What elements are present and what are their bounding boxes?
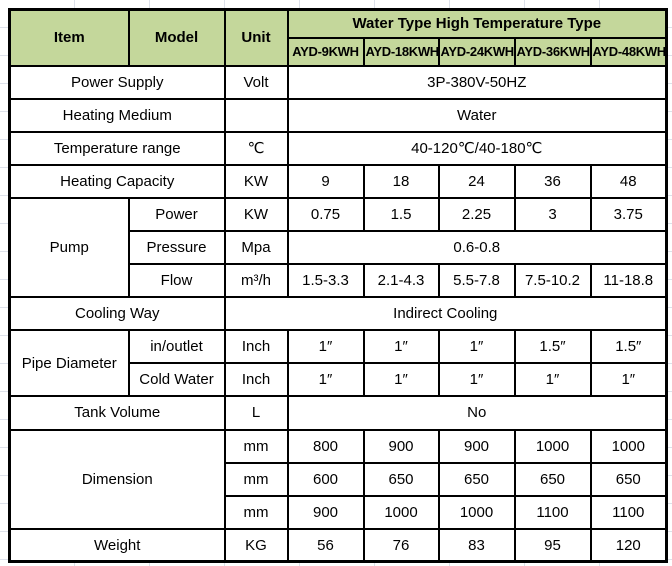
unit-cell: mm — [223, 494, 289, 530]
value-cell: 900 — [362, 428, 440, 464]
value-cell: 1100 — [589, 494, 668, 530]
unit-cell: KW — [223, 196, 289, 232]
unit-cell: mm — [223, 461, 289, 497]
unit-cell: Inch — [223, 329, 289, 365]
value-cell: 1″ — [437, 329, 516, 365]
value-cell: 3 — [513, 196, 592, 232]
value-cell: 800 — [286, 428, 365, 464]
value-cell: 1″ — [286, 362, 365, 398]
value-cell: 9 — [286, 163, 365, 199]
sub-label-pressure: Pressure — [127, 229, 226, 266]
group-label-dimension: Dimension — [8, 428, 226, 530]
header-unit-cell: Unit — [223, 8, 289, 67]
merged-value-cell: Indirect Cooling — [223, 296, 668, 332]
value-cell: 600 — [286, 461, 365, 497]
unit-cell: KG — [223, 527, 289, 563]
value-cell: 95 — [513, 527, 592, 563]
unit-cell: L — [223, 395, 289, 431]
value-cell: 1″ — [513, 362, 592, 398]
sub-label-in-outlet: in/outlet — [127, 329, 226, 365]
group-label-pipe-diameter: Pipe Diameter — [8, 329, 130, 398]
value-cell: 1.5-3.3 — [286, 263, 365, 299]
unit-cell: ℃ — [223, 130, 289, 166]
value-cell: 36 — [513, 163, 592, 199]
row-label-cooling-way: Cooling Way — [8, 296, 226, 332]
value-cell: 48 — [589, 163, 668, 199]
value-cell: 650 — [437, 461, 516, 497]
value-cell: 1″ — [362, 362, 440, 398]
value-cell: 83 — [437, 527, 516, 563]
spec-table: Item Model Unit Water Type High Temperat… — [8, 8, 669, 564]
sub-label-flow: Flow — [127, 263, 226, 299]
header-model-cell: Model — [127, 8, 226, 67]
value-cell: 24 — [437, 163, 516, 199]
row-label-temperature-range: Temperature range — [8, 130, 226, 166]
value-cell: 1.5″ — [589, 329, 668, 365]
value-cell: 3.75 — [589, 196, 668, 232]
value-cell: 650 — [362, 461, 440, 497]
header-model-name: AYD-24KWH — [437, 36, 516, 67]
value-cell: 18 — [362, 163, 440, 199]
value-cell: 76 — [362, 527, 440, 563]
unit-cell: mm — [223, 428, 289, 464]
value-cell: 11-18.8 — [589, 263, 668, 299]
row-label-heating-capacity: Heating Capacity — [8, 163, 226, 199]
unit-cell: m³/h — [223, 263, 289, 299]
sub-label-cold-water: Cold Water — [127, 362, 226, 398]
header-model-name: AYD-9KWH — [286, 36, 365, 67]
value-cell: 1″ — [437, 362, 516, 398]
header-item-cell: Item — [8, 8, 130, 67]
value-cell: 0.75 — [286, 196, 365, 232]
row-label-tank-volume: Tank Volume — [8, 395, 226, 431]
value-cell: 5.5-7.8 — [437, 263, 516, 299]
row-label-power-supply: Power Supply — [8, 64, 226, 100]
value-cell: 900 — [286, 494, 365, 530]
merged-value-cell: 3P-380V-50HZ — [286, 64, 668, 100]
value-cell: 2.25 — [437, 196, 516, 232]
value-cell: 7.5-10.2 — [513, 263, 592, 299]
sub-label-power: Power — [127, 196, 226, 232]
value-cell: 1.5″ — [513, 329, 592, 365]
value-cell: 1000 — [589, 428, 668, 464]
value-cell: 1000 — [437, 494, 516, 530]
value-cell: 56 — [286, 527, 365, 563]
value-cell: 1.5 — [362, 196, 440, 232]
value-cell: 1000 — [362, 494, 440, 530]
merged-value-cell: Water — [286, 97, 668, 133]
merged-value-cell: 40-120℃/40-180℃ — [286, 130, 668, 166]
unit-cell: Volt — [223, 64, 289, 100]
value-cell: 1″ — [362, 329, 440, 365]
value-cell: 1100 — [513, 494, 592, 530]
unit-cell: Inch — [223, 362, 289, 398]
value-cell: 1000 — [513, 428, 592, 464]
value-cell: 650 — [513, 461, 592, 497]
value-cell: 120 — [589, 527, 668, 563]
header-model-name: AYD-48KWH — [589, 36, 668, 67]
unit-cell — [223, 97, 289, 133]
header-model-name: AYD-18KWH — [362, 36, 440, 67]
header-group-title: Water Type High Temperature Type — [286, 8, 668, 39]
header-model-name: AYD-36KWH — [513, 36, 592, 67]
value-cell: 650 — [589, 461, 668, 497]
row-label-heating-medium: Heating Medium — [8, 97, 226, 133]
unit-cell: Mpa — [223, 229, 289, 266]
value-cell: 900 — [437, 428, 516, 464]
value-cell: 1″ — [589, 362, 668, 398]
value-cell: 1″ — [286, 329, 365, 365]
unit-cell: KW — [223, 163, 289, 199]
merged-value-cell: No — [286, 395, 668, 431]
row-label-weight: Weight — [8, 527, 226, 563]
value-cell: 2.1-4.3 — [362, 263, 440, 299]
merged-value-cell: 0.6-0.8 — [286, 229, 668, 266]
group-label-pump: Pump — [8, 196, 130, 299]
